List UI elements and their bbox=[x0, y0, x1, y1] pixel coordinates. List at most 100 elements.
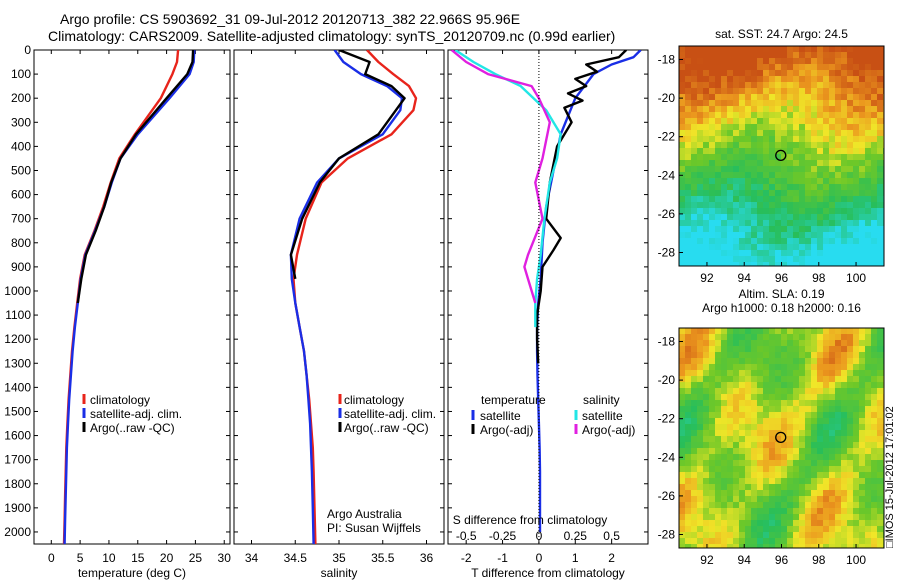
map-cell bbox=[715, 250, 721, 256]
map-cell bbox=[859, 388, 865, 394]
map-cell bbox=[763, 148, 769, 154]
map-cell bbox=[817, 340, 823, 346]
map-cell bbox=[853, 208, 859, 214]
map-cell bbox=[769, 490, 775, 496]
map-cell bbox=[703, 70, 709, 76]
map-cell bbox=[721, 346, 727, 352]
map-cell bbox=[859, 172, 865, 178]
map-cell bbox=[859, 496, 865, 502]
map-cell bbox=[691, 46, 697, 52]
map-cell bbox=[811, 454, 817, 460]
map-cell bbox=[871, 202, 877, 208]
map-cell bbox=[733, 118, 739, 124]
map-cell bbox=[733, 352, 739, 358]
map-cell bbox=[691, 178, 697, 184]
map-cell bbox=[697, 448, 703, 454]
map-cell bbox=[751, 154, 757, 160]
map-cell bbox=[847, 52, 853, 58]
map-cell bbox=[787, 388, 793, 394]
map-cell bbox=[721, 376, 727, 382]
map-cell bbox=[709, 130, 715, 136]
x-tick-label: 96 bbox=[775, 271, 789, 285]
map-cell bbox=[853, 496, 859, 502]
map-cell bbox=[739, 184, 745, 190]
map-cell bbox=[799, 118, 805, 124]
map-cell bbox=[853, 382, 859, 388]
map-cell bbox=[799, 328, 805, 334]
map-cell bbox=[811, 508, 817, 514]
map-cell bbox=[769, 436, 775, 442]
map-cell bbox=[709, 394, 715, 400]
map-cell bbox=[763, 382, 769, 388]
map-cell bbox=[727, 334, 733, 340]
map-cell bbox=[775, 196, 781, 202]
map-cell bbox=[829, 178, 835, 184]
map-cell bbox=[811, 346, 817, 352]
map-cell bbox=[847, 490, 853, 496]
map-cell bbox=[727, 352, 733, 358]
series-line bbox=[454, 50, 562, 328]
map-cell bbox=[871, 172, 877, 178]
map-cell bbox=[799, 112, 805, 118]
map-cell bbox=[769, 538, 775, 544]
map-cell bbox=[709, 124, 715, 130]
map-cell bbox=[859, 142, 865, 148]
map-cell bbox=[721, 106, 727, 112]
map-cell bbox=[751, 526, 757, 532]
map-cell bbox=[757, 406, 763, 412]
map-cell bbox=[847, 406, 853, 412]
map-cell bbox=[841, 130, 847, 136]
map-cell bbox=[733, 106, 739, 112]
map-cell bbox=[817, 520, 823, 526]
map-cell bbox=[835, 388, 841, 394]
map-cell bbox=[703, 226, 709, 232]
map-cell bbox=[817, 178, 823, 184]
map-cell bbox=[841, 376, 847, 382]
map-cell bbox=[721, 256, 727, 262]
map-cell bbox=[847, 448, 853, 454]
map-cell bbox=[769, 106, 775, 112]
map-cell bbox=[871, 526, 877, 532]
map-cell bbox=[703, 502, 709, 508]
map-cell bbox=[817, 214, 823, 220]
map-cell bbox=[775, 220, 781, 226]
map-cell bbox=[793, 448, 799, 454]
map-cell bbox=[745, 70, 751, 76]
map-cell bbox=[703, 436, 709, 442]
map-cell bbox=[853, 118, 859, 124]
map-cell bbox=[733, 82, 739, 88]
map-cell bbox=[679, 514, 685, 520]
map-cell bbox=[865, 250, 871, 256]
map-cell bbox=[853, 484, 859, 490]
map-cell bbox=[805, 190, 811, 196]
map-cell bbox=[817, 334, 823, 340]
map-cell bbox=[781, 352, 787, 358]
map-cell bbox=[769, 430, 775, 436]
map-cell bbox=[751, 532, 757, 538]
map-cell bbox=[727, 124, 733, 130]
map-cell bbox=[691, 88, 697, 94]
map-cell bbox=[739, 328, 745, 334]
map-cell bbox=[757, 172, 763, 178]
map-cell bbox=[751, 100, 757, 106]
map-cell bbox=[679, 154, 685, 160]
map-cell bbox=[847, 214, 853, 220]
map-cell bbox=[847, 388, 853, 394]
map-cell bbox=[877, 142, 883, 148]
map-cell bbox=[859, 250, 865, 256]
map-cell bbox=[709, 514, 715, 520]
map-cell bbox=[697, 388, 703, 394]
map-cell bbox=[877, 496, 883, 502]
map-cell bbox=[829, 502, 835, 508]
map-cell bbox=[787, 112, 793, 118]
map-cell bbox=[709, 520, 715, 526]
map-cell bbox=[811, 112, 817, 118]
map-cell bbox=[877, 358, 883, 364]
map-cell bbox=[757, 154, 763, 160]
map-cell bbox=[793, 328, 799, 334]
map-cell bbox=[721, 436, 727, 442]
map-cell bbox=[715, 202, 721, 208]
map-cell bbox=[679, 502, 685, 508]
map-cell bbox=[805, 46, 811, 52]
map-cell bbox=[703, 442, 709, 448]
